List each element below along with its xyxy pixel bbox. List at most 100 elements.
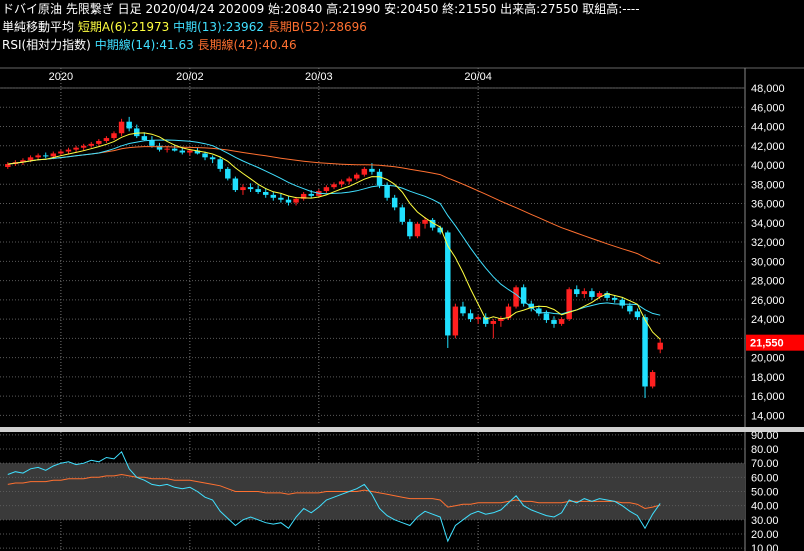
price-tick-label: 26,000 bbox=[751, 295, 785, 307]
price-tick-label: 16,000 bbox=[751, 391, 785, 403]
candle-body bbox=[414, 223, 421, 237]
ma-mid-line bbox=[7, 139, 661, 316]
candle-body bbox=[194, 150, 201, 154]
candle-body bbox=[50, 153, 57, 157]
candle-body bbox=[482, 317, 489, 324]
candle-body bbox=[171, 148, 178, 151]
candle-body bbox=[202, 153, 208, 158]
candle-body bbox=[27, 157, 34, 161]
candle-body bbox=[300, 193, 307, 199]
candle-body bbox=[505, 306, 512, 319]
candle-body bbox=[589, 291, 595, 297]
candle-body bbox=[323, 187, 330, 192]
candle-body bbox=[657, 342, 663, 350]
price-tick-label: 24,000 bbox=[751, 314, 785, 326]
candle-body bbox=[429, 219, 436, 228]
candle-body bbox=[20, 160, 26, 163]
ma-label: 単純移動平均 bbox=[2, 20, 75, 34]
price-tick-label: 28,000 bbox=[751, 276, 785, 288]
candle-body bbox=[528, 303, 534, 309]
candle-body bbox=[642, 317, 648, 387]
price-tick-label: 32,000 bbox=[751, 237, 785, 249]
candle-body bbox=[520, 287, 527, 304]
rsi-tick-label: 80.00 bbox=[751, 444, 779, 456]
candle-body bbox=[88, 143, 94, 146]
candle-body bbox=[574, 289, 580, 295]
candle-body bbox=[179, 150, 186, 153]
rsi-long-line bbox=[7, 473, 661, 510]
candle-body bbox=[126, 121, 132, 129]
candle-body bbox=[551, 320, 557, 324]
candle-body bbox=[627, 305, 633, 312]
candle-body bbox=[308, 193, 314, 196]
candle-body bbox=[513, 287, 519, 307]
candle-body bbox=[209, 157, 216, 160]
candle-body bbox=[5, 164, 11, 167]
candle-body bbox=[96, 140, 102, 144]
candle-body bbox=[498, 318, 504, 322]
candle-body bbox=[596, 293, 603, 297]
price-tick-label: 36,000 bbox=[751, 199, 785, 211]
candle-body bbox=[278, 197, 284, 200]
candle-body bbox=[134, 128, 140, 137]
x-tick-label: 20/04 bbox=[464, 71, 492, 83]
candle-body bbox=[240, 187, 246, 191]
panel-separator bbox=[0, 427, 804, 432]
x-tick-label: 2020 bbox=[49, 71, 73, 83]
candle-body bbox=[217, 159, 223, 169]
candle-body bbox=[293, 198, 299, 203]
price-tick-label: 46,000 bbox=[751, 102, 785, 114]
candle-body bbox=[422, 219, 428, 224]
ma-long-line bbox=[7, 146, 661, 265]
rsi-mid-legend: 中期線(14):41.63 bbox=[94, 38, 194, 52]
rsi-label: RSI(相対力指数) bbox=[2, 38, 91, 52]
candle-body bbox=[285, 199, 292, 203]
price-tick-label: 40,000 bbox=[751, 160, 785, 172]
candle-body bbox=[255, 189, 261, 192]
candle-body bbox=[247, 187, 254, 190]
candle-body bbox=[376, 171, 383, 186]
candle-body bbox=[164, 148, 170, 150]
rsi-tick-label: 70.00 bbox=[751, 458, 779, 470]
candle-body bbox=[467, 313, 474, 320]
candle-body bbox=[619, 299, 626, 306]
price-tick-label: 38,000 bbox=[751, 179, 785, 191]
candle-body bbox=[581, 291, 588, 295]
candle-body bbox=[634, 311, 641, 318]
rsi-tick-label: 90.00 bbox=[751, 430, 779, 442]
candle-body bbox=[331, 184, 337, 188]
candle-body bbox=[611, 297, 618, 300]
candle-body bbox=[399, 207, 406, 222]
candle-body bbox=[156, 145, 163, 150]
candle-body bbox=[35, 155, 41, 158]
candle-body bbox=[262, 191, 269, 195]
ma-short-legend: 短期A(6):21973 bbox=[77, 20, 170, 34]
candle-body bbox=[437, 227, 443, 233]
candle-body bbox=[369, 168, 375, 172]
candle-body bbox=[42, 155, 49, 157]
chart-title: ドバイ原油 先限繋ぎ 日足 2020/04/24 202009 始:20840 … bbox=[2, 2, 640, 16]
last-price-box bbox=[746, 334, 804, 351]
price-tick-label: 34,000 bbox=[751, 218, 785, 230]
x-tick-label: 20/02 bbox=[176, 71, 204, 83]
price-tick-label: 20,000 bbox=[751, 353, 785, 365]
rsi-tick-label: 60.00 bbox=[751, 472, 779, 484]
candle-body bbox=[80, 145, 87, 148]
candle-body bbox=[65, 149, 72, 152]
candle-body bbox=[460, 306, 466, 314]
price-tick-label: 44,000 bbox=[751, 122, 785, 134]
rsi-long-legend: 長期線(42):40.46 bbox=[197, 38, 297, 52]
rsi-tick-label: 10.00 bbox=[751, 543, 779, 551]
ma-short-line bbox=[7, 132, 661, 340]
candle-body bbox=[543, 313, 550, 321]
ma-long-legend: 長期B(52):28696 bbox=[267, 20, 367, 34]
candle-body bbox=[111, 133, 117, 139]
candle-body bbox=[490, 321, 497, 324]
last-price-label: 21,550 bbox=[750, 338, 784, 350]
candle-body bbox=[354, 174, 360, 179]
rsi-tick-label: 20.00 bbox=[751, 529, 779, 541]
candle-body bbox=[232, 178, 239, 191]
rsi-legend: RSI(相対力指数) 中期線(14):41.63 長期線(42):40.46 bbox=[2, 36, 297, 54]
candle-body bbox=[103, 138, 110, 141]
